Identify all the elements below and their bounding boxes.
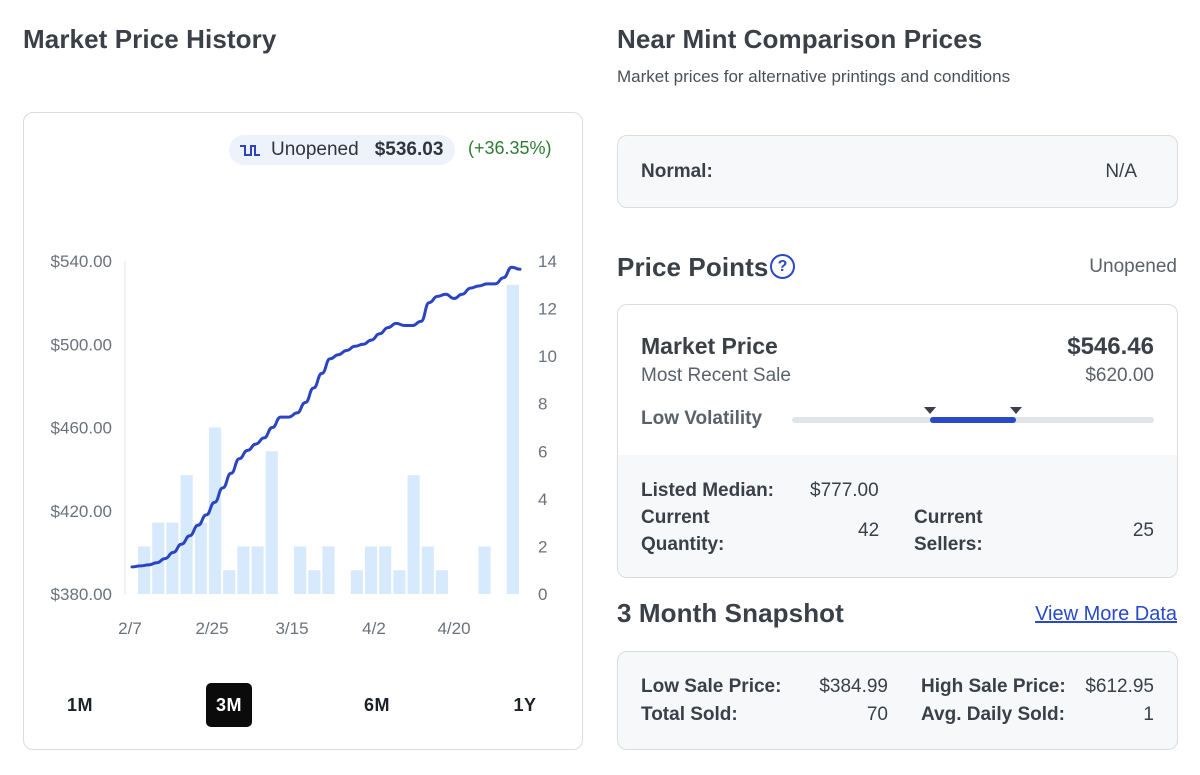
volatility-marker-low <box>923 407 936 414</box>
volume-bar <box>251 546 264 594</box>
legend-pill[interactable]: Unopened $536.03 <box>229 135 456 165</box>
range-label: 6M <box>363 694 390 715</box>
y-right-tick-label: 4 <box>538 490 547 509</box>
market-price-label: Market Price <box>641 333 778 359</box>
market-price-history-title: Market Price History <box>23 24 277 54</box>
total-sold-label: Total Sold: <box>641 704 738 725</box>
volume-bar <box>237 546 250 594</box>
volume-bar <box>166 522 179 594</box>
range-label: 1M <box>66 694 93 715</box>
recent-sale-label: Most Recent Sale <box>641 365 791 386</box>
high-sale-value: $612.95 <box>1085 676 1154 697</box>
current-quantity-label-line1: Current <box>641 507 710 528</box>
volume-bar <box>421 546 434 594</box>
range-label: 1Y <box>513 694 537 715</box>
y-left-tick-label: $460.00 <box>51 419 112 438</box>
volume-bar <box>308 570 321 594</box>
volume-bar <box>294 546 307 594</box>
normal-label: Normal: <box>641 161 713 182</box>
y-right-tick-label: 14 <box>538 252 557 271</box>
listed-median-label: Listed Median: <box>641 480 775 501</box>
volume-bar <box>138 546 151 594</box>
y-left-tick-label: $540.00 <box>51 252 112 271</box>
avg-daily-value: 1 <box>1143 704 1154 725</box>
normal-value: N/A <box>1105 161 1137 182</box>
range-1m-button[interactable]: 1M <box>57 683 103 727</box>
snapshot-title: 3 Month Snapshot <box>617 598 844 628</box>
low-sale-label: Low Sale Price: <box>641 676 782 697</box>
price-chart: $380.00 $420.00 $460.00 $500.00 $540.00 0 2 4 6 8… <box>51 252 557 638</box>
range-3m-button[interactable]: 3M <box>206 683 252 727</box>
y-right-tick-label: 12 <box>538 300 557 319</box>
range-1y-button[interactable]: 1Y <box>502 683 548 727</box>
comparison-subtitle: Market prices for alternative printings … <box>617 67 1011 86</box>
y-left-tick-label: $380.00 <box>51 585 112 604</box>
current-sellers-label-line1: Current <box>914 507 983 528</box>
volume-bar <box>350 570 363 594</box>
x-tick-label: 4/2 <box>362 619 386 638</box>
volume-bar <box>180 475 193 594</box>
x-tick-label: 2/25 <box>195 619 228 638</box>
volatility-marker-high <box>1010 407 1023 414</box>
range-label: 3M <box>215 694 242 715</box>
low-sale-value: $384.99 <box>819 676 888 697</box>
y-right-tick-label: 2 <box>538 537 547 556</box>
y-left-tick-label: $420.00 <box>51 502 112 521</box>
help-icon-glyph: ? <box>777 257 788 275</box>
y-right-tick-label: 6 <box>538 442 547 461</box>
legend-value: $536.03 <box>374 139 444 160</box>
recent-sale-value: $620.00 <box>1085 365 1154 386</box>
y-right-tick-label: 8 <box>538 395 547 414</box>
volume-bar <box>223 570 236 594</box>
current-sellers-label-line2: Sellers: <box>914 534 983 555</box>
volume-bar <box>407 475 420 594</box>
volume-bar <box>152 522 165 594</box>
y-left-tick-label: $500.00 <box>51 335 112 354</box>
price-points-card: Market Price $546.46 Most Recent Sale $6… <box>617 304 1178 578</box>
volume-bar <box>194 522 207 594</box>
snapshot-card: Low Sale Price: $384.99 High Sale Price:… <box>617 651 1178 750</box>
current-quantity-label-line2: Quantity: <box>641 534 725 555</box>
volatility-label: Low Volatility <box>641 408 763 429</box>
volume-bar <box>208 427 222 594</box>
range-6m-button[interactable]: 6M <box>354 683 400 727</box>
total-sold-value: 70 <box>866 704 888 725</box>
volume-bar <box>364 546 378 594</box>
legend-change: (+36.35%) <box>468 138 552 158</box>
legend-label: Unopened <box>271 139 359 160</box>
volume-bar <box>393 570 406 594</box>
x-tick-label: 2/7 <box>118 619 142 638</box>
x-tick-label: 3/15 <box>275 619 308 638</box>
y-right-tick-label: 0 <box>538 585 547 604</box>
price-chart-card: Unopened $536.03 (+36.35%) $380.00 $420.0… <box>23 112 583 750</box>
market-price-value: $546.46 <box>1067 333 1154 360</box>
avg-daily-label: Avg. Daily Sold: <box>921 704 1065 725</box>
volume-bar <box>506 284 519 594</box>
volume-bar <box>435 570 449 594</box>
high-sale-label: High Sale Price: <box>921 676 1066 697</box>
volume-bar <box>265 451 278 594</box>
volume-bar <box>379 546 392 594</box>
price-points-variant: Unopened <box>1089 256 1177 277</box>
step-line-icon <box>240 145 260 156</box>
x-tick-label: 4/20 <box>437 619 470 638</box>
normal-price-card: Normal: N/A <box>617 135 1178 208</box>
volume-bar <box>322 546 335 594</box>
price-points-title: Price Points <box>617 252 769 282</box>
view-more-data-link[interactable]: View More Data <box>1035 603 1177 625</box>
comparison-title: Near Mint Comparison Prices <box>617 24 983 54</box>
volume-bar <box>478 546 491 594</box>
price-line <box>130 265 522 569</box>
y-right-tick-label: 10 <box>538 347 557 366</box>
volatility-band <box>929 417 1017 423</box>
help-icon[interactable]: ? <box>770 254 795 279</box>
volatility-meter <box>792 407 1154 423</box>
current-quantity-value: 42 <box>858 520 880 541</box>
price-points-details: Listed Median: $777.00 Current Quantity:… <box>618 455 1177 577</box>
current-sellers-value: 25 <box>1132 520 1154 541</box>
listed-median-value: $777.00 <box>810 480 879 501</box>
